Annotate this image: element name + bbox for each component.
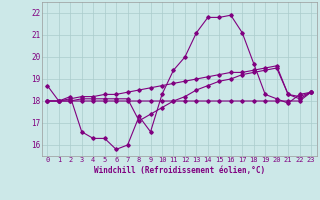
- X-axis label: Windchill (Refroidissement éolien,°C): Windchill (Refroidissement éolien,°C): [94, 166, 265, 175]
